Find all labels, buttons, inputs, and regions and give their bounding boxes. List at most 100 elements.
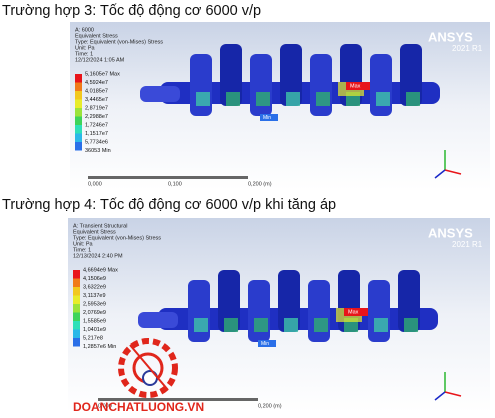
- web: [370, 54, 392, 116]
- legend-swatch: [73, 304, 80, 313]
- legend-label: 1,2857e6 Min: [83, 344, 116, 350]
- min-tag-label: Min: [261, 341, 269, 347]
- stress-patch: [286, 92, 300, 106]
- heading: Trường hợp 3: Tốc độ động cơ 6000 v/p: [2, 3, 261, 19]
- legend-label: 5,217e8: [83, 335, 103, 341]
- web: [280, 44, 302, 106]
- axis-x: [444, 169, 462, 175]
- stress-patch: [406, 92, 420, 106]
- watermark: DOANCHATLUONG.VN: [73, 400, 204, 414]
- web: [278, 270, 300, 332]
- legend-label: 4,1506e9: [83, 276, 106, 282]
- brand: ANSYS: [428, 29, 473, 44]
- legend-label: 2,2988e7: [85, 114, 108, 120]
- axis-z: [434, 391, 446, 401]
- version: 2021 R1: [452, 240, 483, 249]
- legend-swatch: [75, 133, 82, 142]
- stress-patch: [376, 92, 390, 106]
- stress-patch: [284, 318, 298, 332]
- stress-patch: [254, 318, 268, 332]
- info-line: Equivalent Stress: [75, 33, 118, 39]
- brand: ANSYS: [428, 225, 473, 240]
- info-line: Time: 1: [73, 247, 91, 253]
- web: [308, 280, 330, 342]
- max-tag: [344, 308, 368, 316]
- legend-swatch: [75, 142, 82, 151]
- scale-label: 0,000: [88, 181, 102, 187]
- scale-label: 0,200 (m): [258, 403, 282, 409]
- crankshaft-model: Max Min: [140, 44, 440, 121]
- legend-label: 3,4465e7: [85, 97, 108, 103]
- info-line: Type: Equivalent (von-Mises) Stress: [73, 235, 161, 241]
- legend-swatch: [73, 278, 80, 287]
- legend-swatch: [73, 295, 80, 304]
- legend-swatch: [73, 287, 80, 296]
- stress-patch: [316, 92, 330, 106]
- info-line: A: Transient Structural: [73, 223, 127, 229]
- stress-patch: [404, 318, 418, 332]
- stress-patch: [226, 92, 240, 106]
- crankshaft-model: Max Min: [138, 270, 438, 347]
- web: [220, 44, 242, 106]
- info-line: 12/13/2024 2:40 PM: [73, 253, 123, 259]
- legend-label: 5,7734e6: [85, 139, 108, 145]
- axis-triad: [434, 372, 462, 401]
- legend-swatch: [75, 125, 82, 134]
- scale-bar: [98, 398, 258, 401]
- stress-patch: [374, 318, 388, 332]
- stress-patch: [256, 92, 270, 106]
- legend-label: 4,5924e7: [85, 80, 108, 86]
- scale-label: 0,000: [98, 403, 112, 409]
- legend-swatch: [75, 91, 82, 100]
- legend-label: 2,8719e7: [85, 105, 108, 111]
- legend-label: 4,6694e9 Max: [83, 267, 118, 273]
- stress-patch: [196, 92, 210, 106]
- info-line: Time: 1: [75, 51, 93, 57]
- axis-x: [444, 391, 462, 397]
- web: [188, 280, 210, 342]
- legend-swatch: [75, 116, 82, 125]
- legend-label: 1,1517e7: [85, 131, 108, 137]
- web: [398, 270, 420, 332]
- legend-label: 36053 Min: [85, 148, 111, 154]
- watermark-logo: [118, 338, 178, 398]
- shaft-end: [140, 86, 180, 102]
- stress-patch: [224, 318, 238, 332]
- legend-swatch: [75, 74, 82, 83]
- axis-z: [434, 169, 446, 179]
- scale-label: 0,100: [168, 181, 182, 187]
- info-line: Unit: Pa: [75, 45, 96, 51]
- stress-patch: [194, 318, 208, 332]
- shaft-end: [138, 312, 178, 328]
- legend-label: 5,1605e7 Max: [85, 71, 120, 77]
- info-line: 12/12/2024 1:05 AM: [75, 57, 125, 63]
- legend-swatch: [73, 321, 80, 330]
- heading: Trường hợp 4: Tốc độ động cơ 6000 v/p kh…: [2, 197, 336, 213]
- info-line: A: 6000: [75, 27, 94, 33]
- info-line: Type: Equivalent (von-Mises) Stress: [75, 39, 163, 45]
- max-tag-label: Max: [350, 83, 361, 89]
- scale-bar: [88, 176, 248, 179]
- legend-label: 4,0185e7: [85, 88, 108, 94]
- legend-swatch: [75, 108, 82, 117]
- max-tag: [346, 82, 370, 90]
- min-tag-label: Min: [263, 115, 271, 121]
- info-line: Unit: Pa: [73, 241, 94, 247]
- web: [310, 54, 332, 116]
- version: 2021 R1: [452, 44, 483, 53]
- legend-label: 1,7246e7: [85, 122, 108, 128]
- legend-label: 2,5953e9: [83, 301, 106, 307]
- legend-label: 2,0769e9: [83, 310, 106, 316]
- legend-label: 3,1137e9: [83, 293, 106, 299]
- legend-swatch: [75, 82, 82, 91]
- web: [400, 44, 422, 106]
- min-tag: [260, 114, 278, 121]
- scale-label: 0,200 (m): [248, 181, 272, 187]
- web: [248, 280, 270, 342]
- legend-swatch: [73, 312, 80, 321]
- viewport-background: [70, 22, 490, 190]
- legend-swatch: [73, 329, 80, 338]
